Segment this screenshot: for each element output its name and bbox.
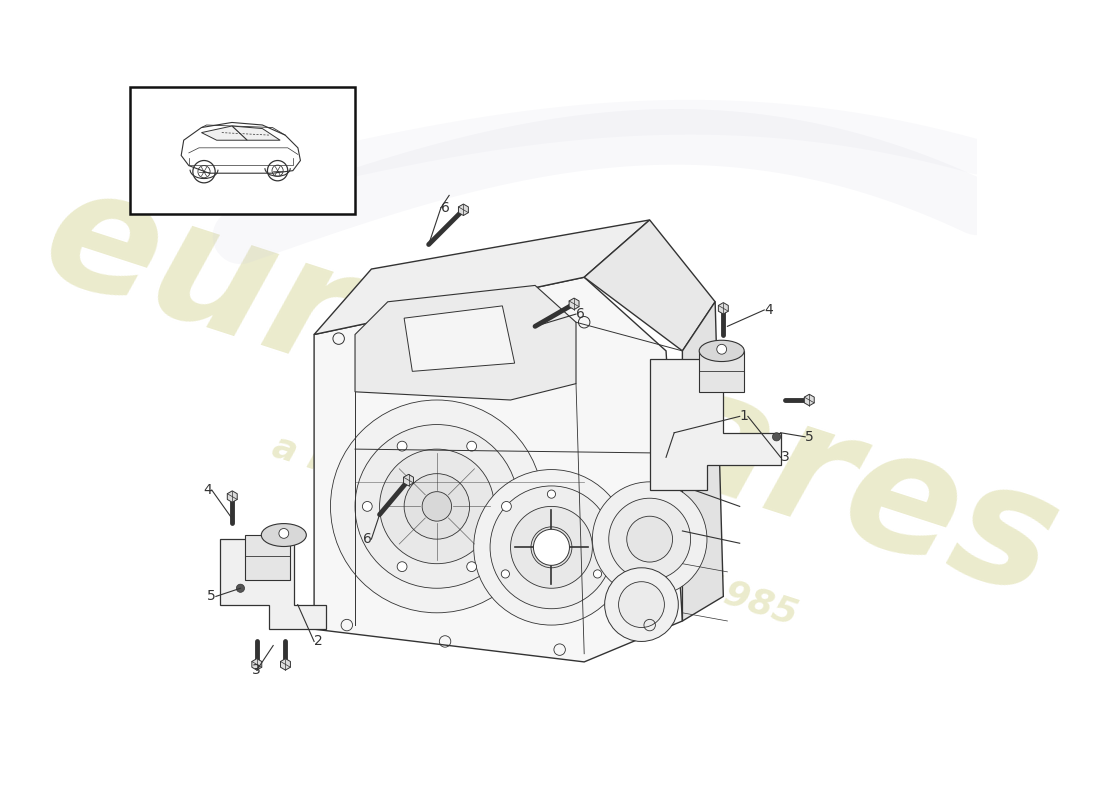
Polygon shape — [404, 474, 414, 486]
PathPatch shape — [232, 126, 280, 140]
Circle shape — [279, 529, 288, 538]
Circle shape — [608, 498, 691, 580]
PathPatch shape — [404, 306, 515, 371]
Circle shape — [355, 425, 519, 588]
Circle shape — [362, 502, 372, 511]
Bar — [698, 351, 744, 392]
PathPatch shape — [682, 302, 724, 621]
Circle shape — [593, 570, 602, 578]
Circle shape — [466, 562, 476, 571]
Circle shape — [502, 502, 512, 511]
PathPatch shape — [201, 126, 248, 140]
Text: a Porsche parts since 1985: a Porsche parts since 1985 — [268, 430, 802, 632]
PathPatch shape — [650, 359, 781, 490]
Ellipse shape — [262, 523, 306, 546]
Polygon shape — [280, 658, 290, 670]
Circle shape — [593, 482, 707, 597]
Circle shape — [548, 490, 556, 498]
Polygon shape — [459, 204, 469, 215]
Circle shape — [466, 442, 476, 451]
Text: 3: 3 — [252, 663, 261, 677]
Text: 6: 6 — [441, 201, 450, 214]
Polygon shape — [569, 298, 579, 310]
PathPatch shape — [220, 539, 327, 629]
Circle shape — [717, 344, 727, 354]
Circle shape — [397, 562, 407, 571]
PathPatch shape — [315, 220, 650, 334]
Circle shape — [422, 492, 452, 521]
Text: 5: 5 — [207, 590, 216, 603]
Circle shape — [534, 530, 570, 566]
Polygon shape — [228, 491, 238, 502]
Circle shape — [404, 474, 470, 539]
Circle shape — [510, 506, 593, 588]
Text: 4: 4 — [204, 483, 212, 497]
PathPatch shape — [584, 220, 715, 351]
Text: 6: 6 — [576, 307, 585, 321]
Circle shape — [379, 449, 494, 564]
Text: 2: 2 — [315, 634, 322, 649]
Circle shape — [618, 582, 664, 627]
Text: 3: 3 — [781, 450, 790, 464]
Polygon shape — [718, 302, 728, 314]
Circle shape — [605, 568, 679, 642]
Text: 6: 6 — [363, 532, 372, 546]
Text: 5: 5 — [805, 430, 814, 444]
Bar — [244, 535, 289, 580]
Circle shape — [627, 516, 672, 562]
Text: eurospares: eurospares — [25, 151, 1078, 632]
Circle shape — [236, 584, 244, 592]
PathPatch shape — [355, 286, 576, 400]
Circle shape — [772, 433, 781, 441]
Text: 1: 1 — [739, 410, 749, 423]
Circle shape — [397, 442, 407, 451]
Circle shape — [502, 570, 509, 578]
Bar — [130, 87, 355, 214]
Polygon shape — [252, 658, 262, 670]
PathPatch shape — [315, 278, 682, 662]
Circle shape — [491, 486, 613, 609]
Circle shape — [330, 400, 543, 613]
Text: 4: 4 — [764, 303, 773, 317]
Circle shape — [531, 527, 572, 568]
Polygon shape — [804, 394, 814, 406]
Ellipse shape — [700, 340, 745, 362]
Circle shape — [474, 470, 629, 625]
